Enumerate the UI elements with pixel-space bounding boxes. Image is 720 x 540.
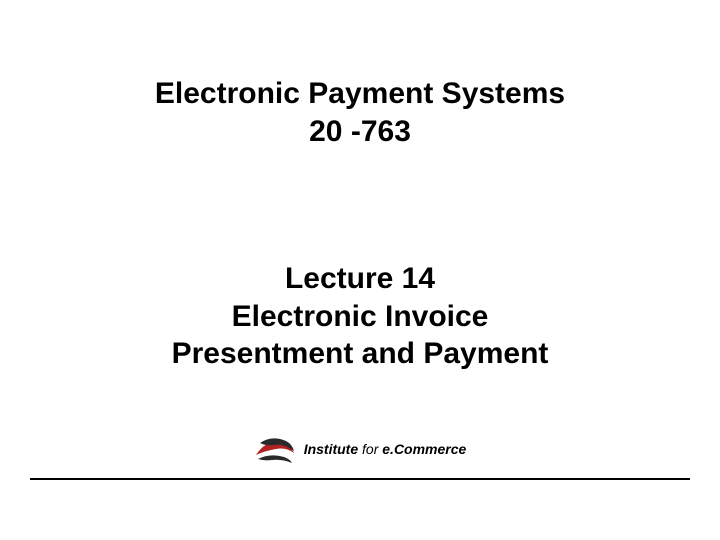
subtitle-block: Lecture 14 Electronic Invoice Presentmen… xyxy=(0,260,720,373)
logo-text-part3: e.Commerce xyxy=(382,441,466,457)
title-line-2: 20 -763 xyxy=(0,113,720,151)
title-line-1: Electronic Payment Systems xyxy=(0,75,720,113)
logo-text-part1: Institute xyxy=(304,441,362,457)
subtitle-line-1: Lecture 14 xyxy=(0,260,720,298)
slide-container: Electronic Payment Systems 20 -763 Lectu… xyxy=(0,0,720,540)
logo-text: Institute for e.Commerce xyxy=(304,441,467,457)
subtitle-line-2: Electronic Invoice xyxy=(0,298,720,336)
logo-mark-icon xyxy=(254,433,296,465)
logo-text-part2: for xyxy=(362,441,382,457)
subtitle-line-3: Presentment and Payment xyxy=(0,335,720,373)
logo-area: Institute for e.Commerce xyxy=(0,433,720,465)
title-block: Electronic Payment Systems 20 -763 xyxy=(0,75,720,150)
footer-divider xyxy=(30,478,690,480)
logo: Institute for e.Commerce xyxy=(254,433,467,465)
